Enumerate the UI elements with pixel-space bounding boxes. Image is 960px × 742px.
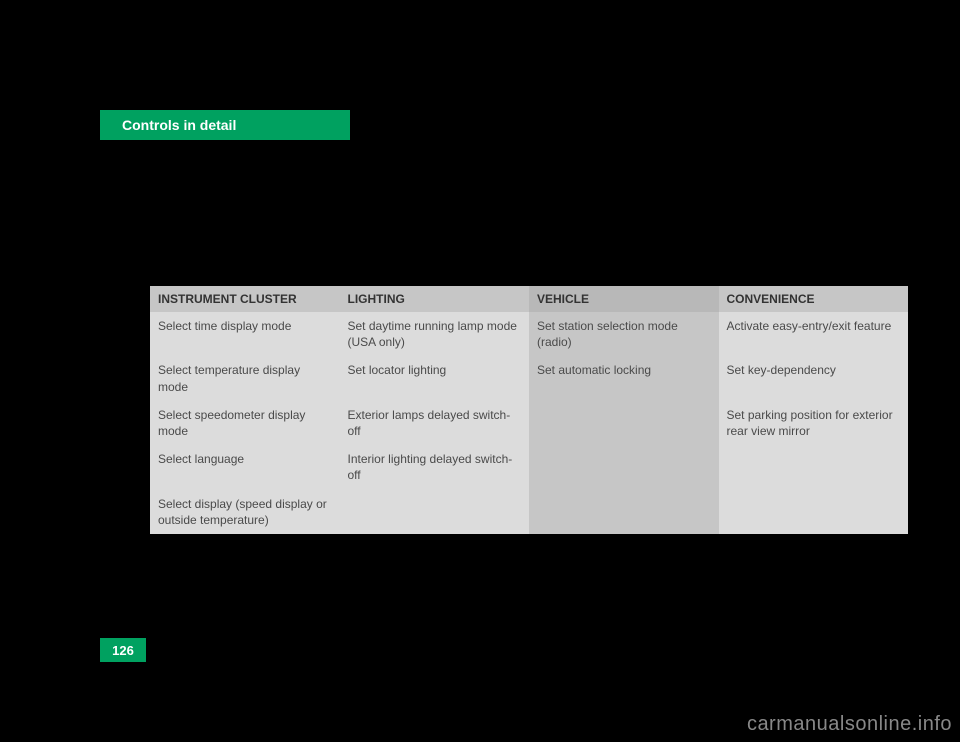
table-cell [719, 445, 909, 489]
table-cell: Select language [150, 445, 340, 489]
page-number-box: 126 [100, 638, 146, 662]
table-cell [340, 490, 530, 534]
col-header: VEHICLE [529, 286, 719, 312]
table-cell [719, 490, 909, 534]
table-cell: Activate easy-entry/exit feature [719, 312, 909, 356]
table-row: Select time display mode Set daytime run… [150, 312, 908, 356]
table-cell: Interior lighting delayed switch-off [340, 445, 530, 489]
manual-page: Controls in detail Control system INSTRU… [50, 40, 910, 700]
table-cell [529, 490, 719, 534]
section-subtitle: Control system [120, 160, 213, 176]
table-cell: Select time display mode [150, 312, 340, 356]
table-cell: Select display (speed display or outside… [150, 490, 340, 534]
table-row: Select temperature display mode Set loca… [150, 356, 908, 400]
table-row: Select display (speed display or outside… [150, 490, 908, 534]
table-cell: Set parking position for exterior rear v… [719, 401, 909, 445]
col-header: INSTRUMENT CLUSTER [150, 286, 340, 312]
table-cell: Set daytime running lamp mode (USA only) [340, 312, 530, 356]
table-cell: Exterior lamps delayed switch-off [340, 401, 530, 445]
table-cell [529, 401, 719, 445]
section-tab-title: Controls in detail [122, 117, 236, 133]
settings-table: INSTRUMENT CLUSTER LIGHTING VEHICLE CONV… [150, 286, 908, 534]
table-cell: Set station selection mode (radio) [529, 312, 719, 356]
table-cell [529, 445, 719, 489]
table-cell: Set key-dependency [719, 356, 909, 400]
table-header-row: INSTRUMENT CLUSTER LIGHTING VEHICLE CONV… [150, 286, 908, 312]
section-tab: Controls in detail [100, 110, 350, 140]
table-cell: Select speedometer display mode [150, 401, 340, 445]
page-number: 126 [112, 643, 134, 658]
table-cell: Select temperature display mode [150, 356, 340, 400]
table-cell: Set locator lighting [340, 356, 530, 400]
watermark: carmanualsonline.info [747, 713, 952, 736]
table-cell: Set automatic locking [529, 356, 719, 400]
table-row: Select language Interior lighting delaye… [150, 445, 908, 489]
col-header: LIGHTING [340, 286, 530, 312]
table-row: Select speedometer display mode Exterior… [150, 401, 908, 445]
col-header: CONVENIENCE [719, 286, 909, 312]
